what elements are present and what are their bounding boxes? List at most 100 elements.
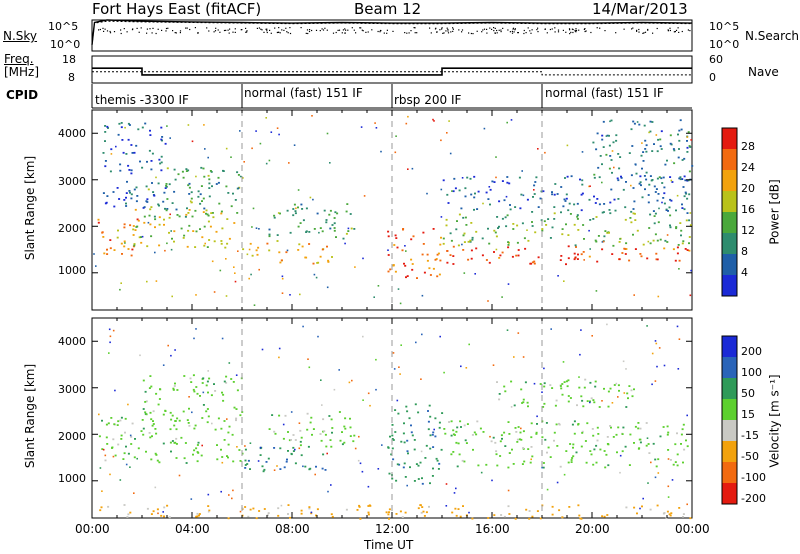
noise-sample-point xyxy=(266,28,268,30)
velocity-cell xyxy=(409,466,411,469)
power-cell xyxy=(535,176,538,179)
noise-sample-point xyxy=(491,28,493,30)
power-speckle xyxy=(613,166,615,169)
velocity-speckle xyxy=(104,454,107,457)
velocity-speckle xyxy=(154,486,157,489)
power-cell xyxy=(242,248,245,251)
freq-left-label-1: Freq. xyxy=(4,52,34,66)
noise-sample-point xyxy=(486,28,488,30)
power-cell xyxy=(452,263,455,265)
velocity-speckle xyxy=(170,354,172,357)
velocity-cell xyxy=(174,420,177,422)
power-speckle xyxy=(110,153,113,155)
velocity-cell xyxy=(565,450,568,452)
power-cell xyxy=(653,143,655,145)
power-speckle xyxy=(278,133,280,136)
power-cell xyxy=(514,206,517,208)
noise-sample-point xyxy=(371,29,373,31)
velocity-cell xyxy=(111,446,114,449)
power-cell xyxy=(487,227,489,230)
power-cell xyxy=(603,203,606,205)
power-colorbar-swatch xyxy=(722,233,737,254)
power-speckle xyxy=(373,296,375,298)
velocity-speckle xyxy=(162,364,165,366)
power-cell xyxy=(606,134,609,137)
power-cell xyxy=(462,249,465,251)
velocity-cell xyxy=(174,441,177,444)
velocity-cell xyxy=(584,378,587,381)
noise-sample-point xyxy=(185,27,187,29)
power-cell xyxy=(622,188,625,191)
velocity-cell xyxy=(590,397,593,400)
power-cell xyxy=(173,190,176,193)
power-cell xyxy=(150,206,153,208)
power-cell xyxy=(150,160,153,162)
power-cell xyxy=(681,207,684,209)
velocity-cell xyxy=(432,467,434,470)
power-cell xyxy=(199,193,202,196)
velocity-cell xyxy=(331,431,333,434)
noise-sample-point xyxy=(136,27,138,29)
velocity-cell xyxy=(320,439,323,442)
noise-sample-point xyxy=(446,27,448,29)
noise-sample-point xyxy=(470,32,472,35)
power-cell xyxy=(325,221,328,224)
power-speckle xyxy=(506,121,508,124)
velocity-cell xyxy=(571,457,574,459)
velocity-cell xyxy=(328,415,331,417)
power-cell xyxy=(188,193,191,195)
power-cell xyxy=(130,254,133,257)
power-cell xyxy=(564,177,566,179)
velocity-cell xyxy=(531,515,534,518)
noise-sample-point xyxy=(289,32,292,35)
power-cell xyxy=(210,171,213,173)
power-speckle xyxy=(432,118,434,121)
velocity-cell xyxy=(507,466,510,469)
velocity-cell xyxy=(156,459,159,462)
power-speckle xyxy=(483,127,486,130)
velocity-cb-tick-100: 100 xyxy=(741,366,762,379)
noise-sample-point xyxy=(517,32,519,34)
power-y-tick-1000: 1000 xyxy=(58,264,86,277)
velocity-speckle xyxy=(326,452,328,455)
velocity-cell xyxy=(421,477,423,480)
velocity-cell xyxy=(455,514,458,517)
noise-sample-point xyxy=(507,29,509,31)
power-cell xyxy=(691,165,694,167)
velocity-speckle xyxy=(195,328,197,330)
velocity-cell xyxy=(682,513,685,515)
power-cell xyxy=(463,241,466,243)
velocity-cell xyxy=(621,450,624,453)
velocity-cell xyxy=(603,515,606,518)
power-cell xyxy=(410,238,413,241)
velocity-cell xyxy=(285,460,288,463)
velocity-cell xyxy=(666,433,669,436)
power-colorbar-label: Power [dB] xyxy=(767,179,782,245)
power-cell xyxy=(655,258,658,261)
power-cell xyxy=(342,237,345,240)
noise-sample-point xyxy=(175,32,177,34)
power-cell xyxy=(127,164,130,167)
velocity-colorbar-label: Velocity [m s⁻¹] xyxy=(767,374,782,468)
velocity-speckle xyxy=(333,388,336,391)
power-cell xyxy=(205,209,208,212)
velocity-cell xyxy=(315,465,317,468)
power-cell xyxy=(506,214,509,217)
noise-sample-point xyxy=(681,30,683,33)
noise-sample-point xyxy=(604,30,606,32)
velocity-cell xyxy=(207,391,209,394)
power-cell xyxy=(305,207,308,210)
noise-sample-point xyxy=(447,30,449,32)
velocity-cell xyxy=(168,516,171,519)
noise-sample-point xyxy=(109,30,111,33)
power-cell xyxy=(160,138,163,141)
power-cb-tick-16: 16 xyxy=(741,203,755,216)
velocity-speckle xyxy=(639,507,641,510)
velocity-cell xyxy=(617,426,620,429)
power-speckle xyxy=(363,195,366,197)
power-cell xyxy=(191,215,194,218)
power-cell xyxy=(297,249,300,251)
noise-lines xyxy=(91,19,693,45)
power-cell xyxy=(104,125,107,127)
noise-sample-point xyxy=(447,28,449,31)
